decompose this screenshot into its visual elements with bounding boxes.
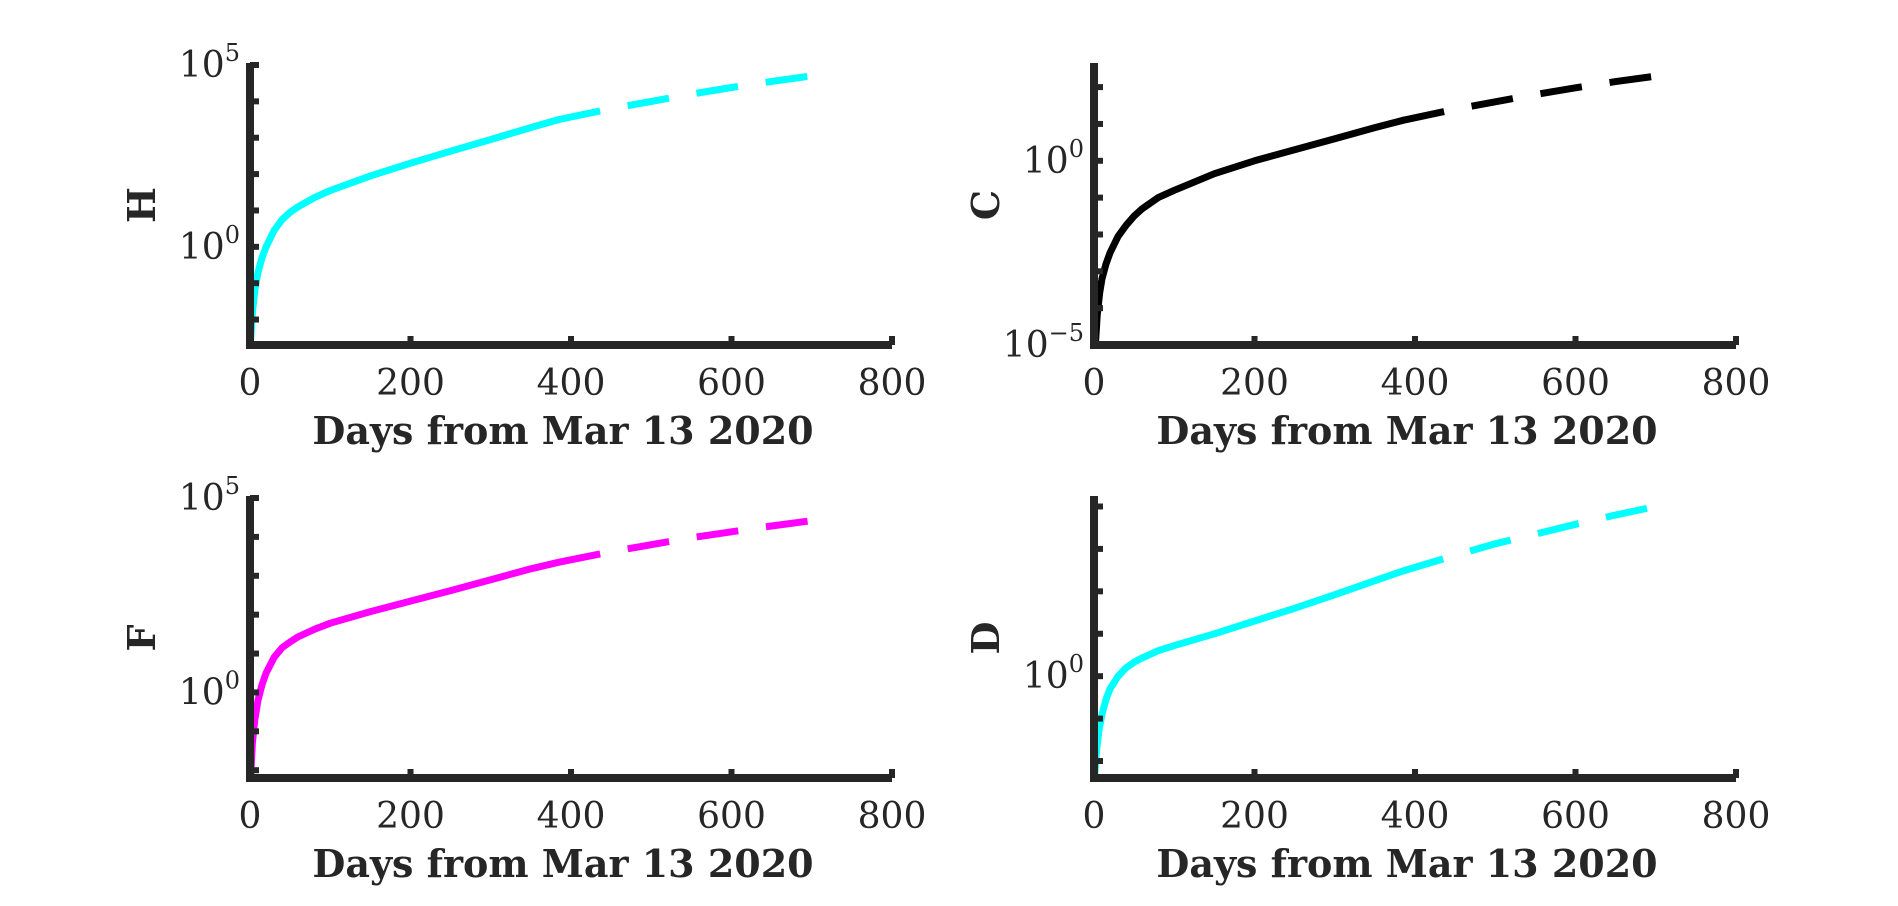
series-line-c-solid xyxy=(1092,116,1407,345)
y-tick-label-h: 105 xyxy=(179,39,240,86)
x-tick-label-h: 200 xyxy=(376,363,445,404)
chart-panel-d: 0 200 400 600 800 100 Days from Mar 13 2020 D xyxy=(963,496,1770,886)
x-tick-label-f: 600 xyxy=(697,796,766,837)
x-tick-label-d: 800 xyxy=(1702,796,1771,837)
x-tick-label-h: 800 xyxy=(858,363,927,404)
x-tick-label-h: 0 xyxy=(239,363,262,404)
x-axis-label-c: Days from Mar 13 2020 xyxy=(1156,408,1657,453)
x-tick-label-c: 400 xyxy=(1381,363,1450,404)
x-tick-label-c: 800 xyxy=(1702,363,1771,404)
y-tick-label-h: 100 xyxy=(179,221,240,268)
x-axis-label-h: Days from Mar 13 2020 xyxy=(312,408,813,453)
series-line-h-dashed xyxy=(558,72,813,123)
chart-panel-c: 0 200 400 600 800 10−5 100 Days from Mar 13 202… xyxy=(963,63,1770,453)
y-tick-label-f: 105 xyxy=(179,472,240,519)
series-line-f-solid xyxy=(247,558,563,778)
y-axis-label-c: C xyxy=(963,190,1008,220)
x-tick-label-f: 200 xyxy=(376,796,445,837)
x-axis-label-f: Days from Mar 13 2020 xyxy=(312,841,813,886)
series-line-d-dashed xyxy=(1401,503,1657,575)
x-tick-label-d: 0 xyxy=(1083,796,1106,837)
x-tick-label-h: 600 xyxy=(697,363,766,404)
y-axis-label-h: H xyxy=(119,187,164,223)
series-line-h-solid xyxy=(247,116,563,342)
x-axis-label-d: Days from Mar 13 2020 xyxy=(1156,841,1657,886)
x-tick-label-c: 0 xyxy=(1083,363,1106,404)
x-tick-label-h: 400 xyxy=(537,363,606,404)
series-line-d-solid xyxy=(1091,567,1407,778)
x-tick-label-f: 0 xyxy=(239,796,262,837)
y-tick-label-d: 100 xyxy=(1023,650,1084,697)
x-tick-label-d: 600 xyxy=(1541,796,1610,837)
y-axis-label-f: F xyxy=(119,624,164,651)
x-tick-label-f: 800 xyxy=(858,796,927,837)
series-line-c-dashed xyxy=(1402,72,1657,124)
y-tick-label-c: 10−5 xyxy=(1003,319,1084,366)
x-tick-label-f: 400 xyxy=(537,796,606,837)
series-line-f-dashed xyxy=(558,517,813,566)
x-tick-label-d: 400 xyxy=(1381,796,1450,837)
x-tick-label-d: 200 xyxy=(1220,796,1289,837)
x-tick-label-c: 600 xyxy=(1541,363,1610,404)
chart-panel-h: 0 200 400 600 800 100 105 Days from Mar 13 2020… xyxy=(119,39,926,453)
y-tick-label-c: 100 xyxy=(1023,135,1084,182)
chart-panel-f: 0 200 400 600 800 100 105 Days from Mar 13 2020… xyxy=(119,472,926,886)
y-tick-label-f: 100 xyxy=(179,666,240,713)
y-axis-label-d: D xyxy=(963,622,1008,655)
x-tick-label-c: 200 xyxy=(1220,363,1289,404)
